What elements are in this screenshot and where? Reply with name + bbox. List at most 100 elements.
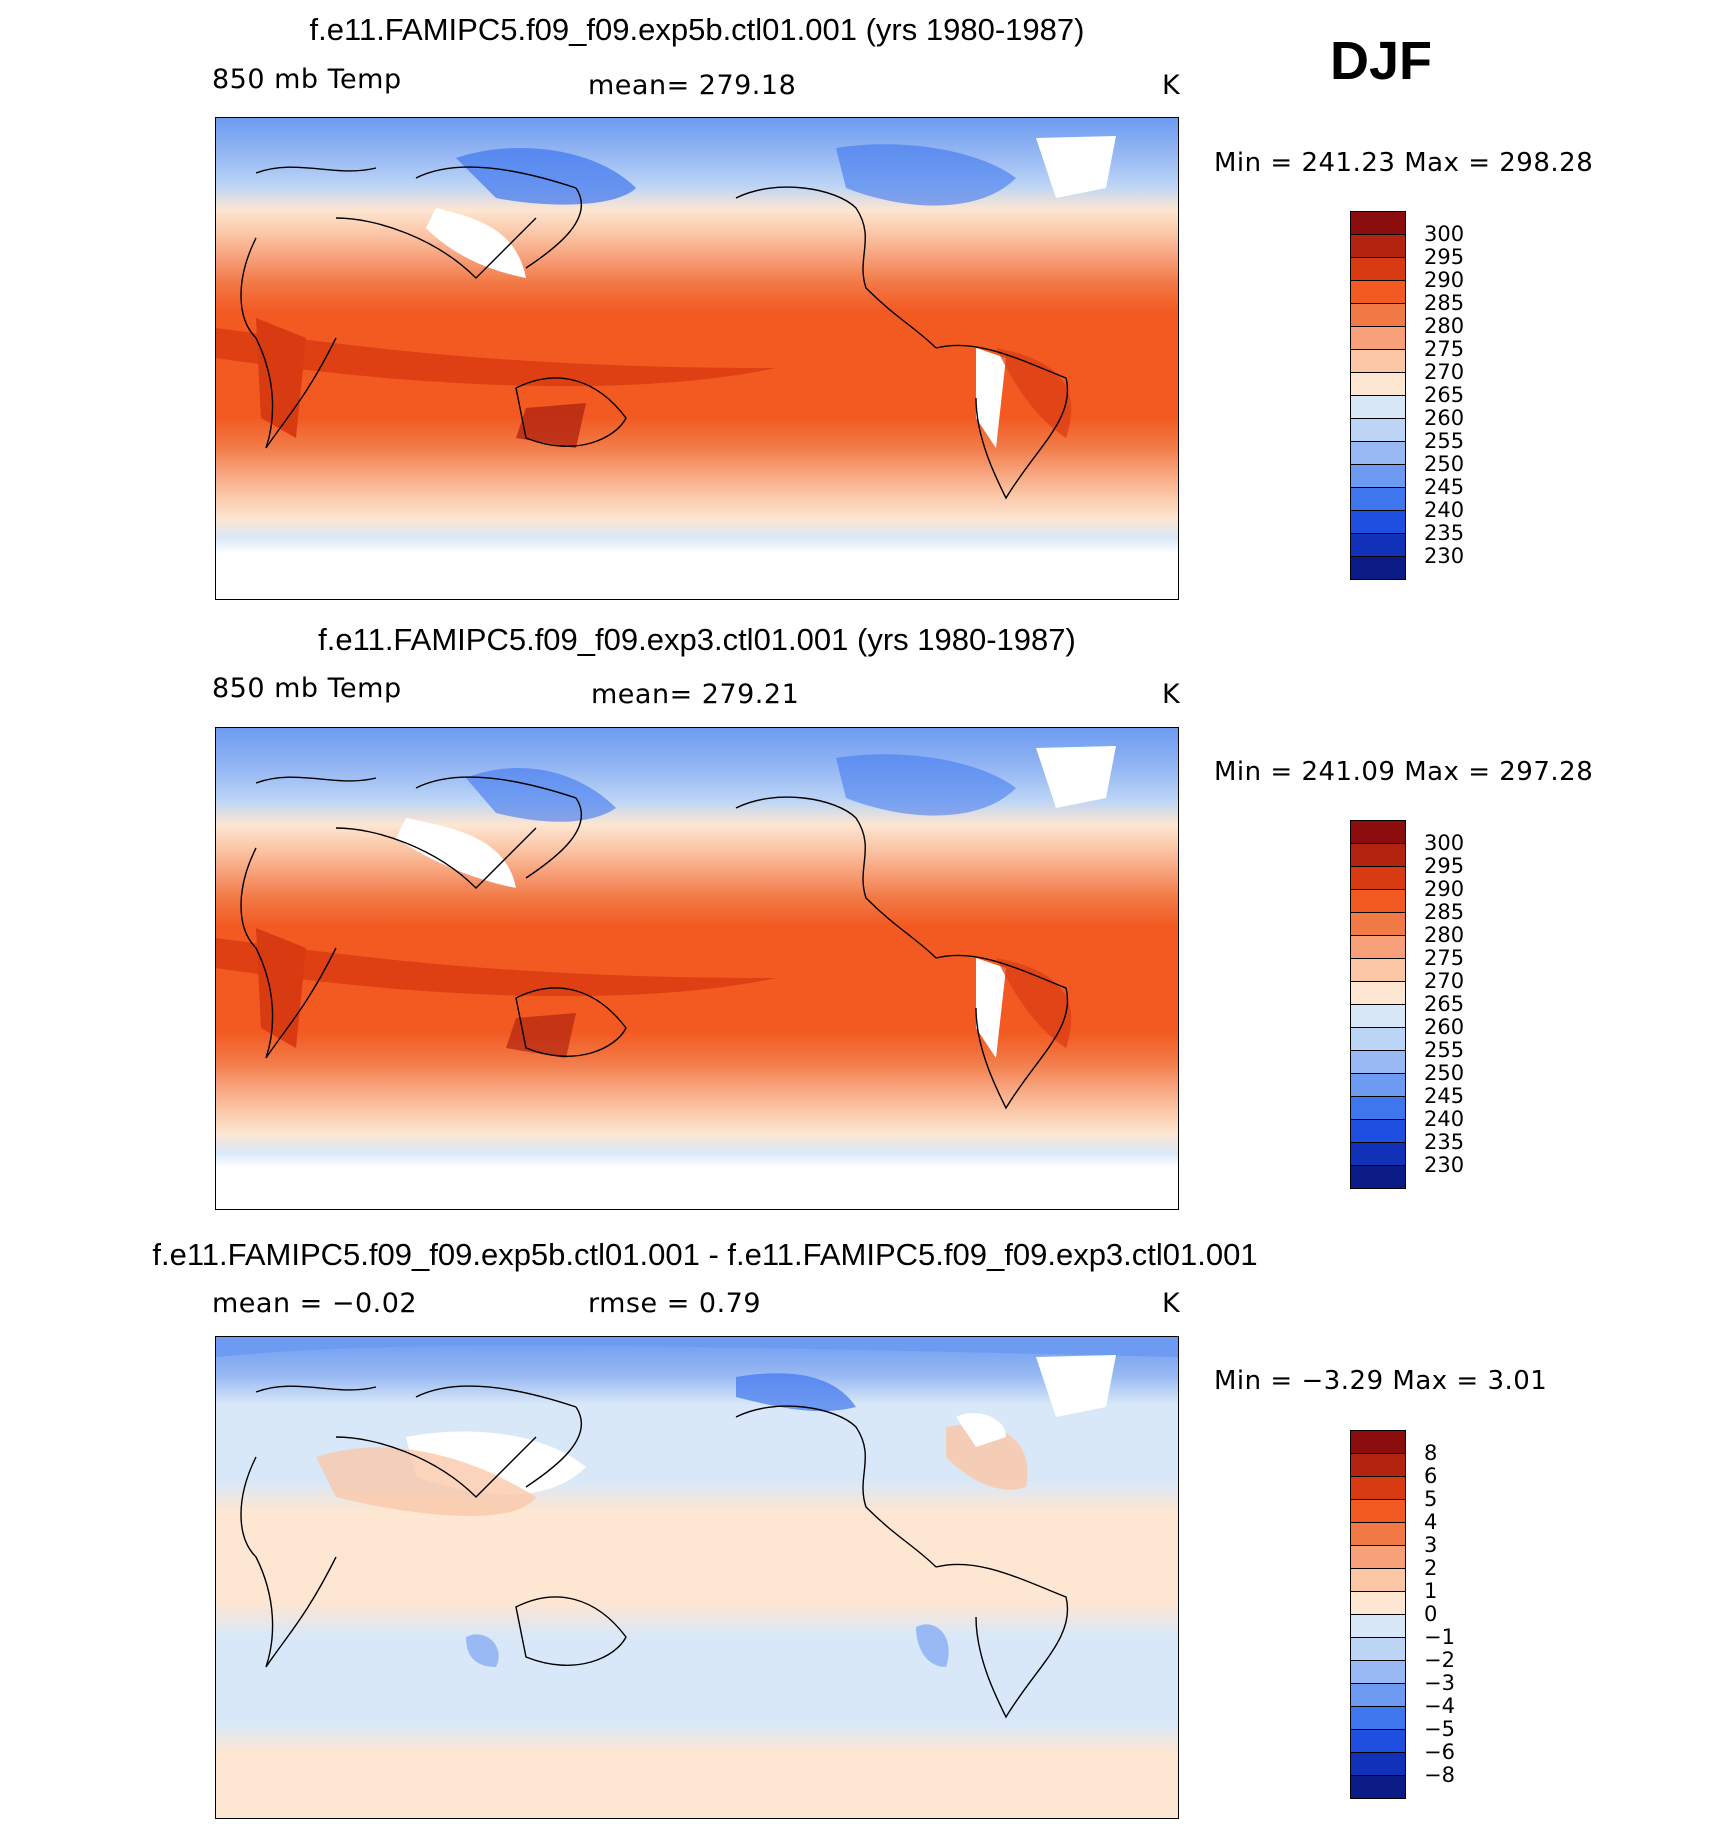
variable-label: 850 mb Temp [212, 673, 402, 704]
colorbar-segment [1350, 234, 1406, 258]
colorbar-segment [1350, 1004, 1406, 1028]
mean-label: mean = −0.02 [212, 1288, 418, 1319]
colorbar-tick: 2 [1424, 1556, 1438, 1580]
colorbar-tick: 295 [1424, 854, 1465, 878]
colorbar-segment [1350, 395, 1406, 419]
colorbar-segment [1350, 1476, 1406, 1500]
colorbar-segment [1350, 326, 1406, 350]
colorbar-tick: 230 [1424, 544, 1465, 568]
colorbar-tick: 6 [1424, 1464, 1438, 1488]
colorbar-segment [1350, 372, 1406, 396]
colorbar-segment [1350, 1430, 1406, 1454]
colorbar-tick: 300 [1424, 831, 1465, 855]
colorbar-tick: 235 [1424, 1130, 1465, 1154]
mean-label: mean= 279.18 [588, 70, 797, 101]
colorbar-segment [1350, 349, 1406, 373]
colorbar-segment [1350, 1499, 1406, 1523]
colorbar-tick: 275 [1424, 946, 1465, 970]
colorbar-segment [1350, 1637, 1406, 1661]
colorbar-tick: 300 [1424, 222, 1465, 246]
colorbar-tick: 245 [1424, 475, 1465, 499]
colorbar-segment [1350, 1729, 1406, 1753]
temperature-map [215, 727, 1179, 1210]
colorbar-tick: 265 [1424, 383, 1465, 407]
min-max-label: Min = −3.29 Max = 3.01 [1214, 1366, 1548, 1396]
units-label: K [1162, 1288, 1181, 1319]
colorbar-tick: 245 [1424, 1084, 1465, 1108]
colorbar-segment [1350, 1096, 1406, 1120]
colorbar-segment [1350, 1050, 1406, 1074]
colorbar-tick: −1 [1424, 1625, 1455, 1649]
colorbar-segment [1350, 441, 1406, 465]
colorbar-tick: 260 [1424, 1015, 1465, 1039]
colorbar-segment [1350, 280, 1406, 304]
colorbar-segment [1350, 1775, 1406, 1799]
colorbar-tick: 280 [1424, 314, 1465, 338]
colorbar-segment [1350, 1073, 1406, 1097]
colorbar-tick: 5 [1424, 1487, 1438, 1511]
colorbar-tick: 250 [1424, 452, 1465, 476]
colorbar-tick: 270 [1424, 360, 1465, 384]
min-max-label: Min = 241.09 Max = 297.28 [1214, 757, 1594, 787]
colorbar-segment [1350, 889, 1406, 913]
colorbar-tick: −5 [1424, 1717, 1455, 1741]
colorbar-tick: 255 [1424, 1038, 1465, 1062]
colorbar-tick: 4 [1424, 1510, 1438, 1534]
colorbar-tick: 0 [1424, 1602, 1438, 1626]
colorbar-tick: −4 [1424, 1694, 1455, 1718]
colorbar-segment [1350, 257, 1406, 281]
colorbar-segment [1350, 1142, 1406, 1166]
difference-map [215, 1336, 1179, 1819]
colorbar-segment [1350, 303, 1406, 327]
colorbar-tick: −8 [1424, 1763, 1455, 1787]
temperature-map [215, 117, 1179, 600]
colorbar-tick: −3 [1424, 1671, 1455, 1695]
mean-label: mean= 279.21 [591, 679, 800, 710]
colorbar-tick: 275 [1424, 337, 1465, 361]
colorbar-segment [1350, 418, 1406, 442]
colorbar-segment [1350, 487, 1406, 511]
colorbar-tick: −6 [1424, 1740, 1455, 1764]
season-label: DJF [1330, 31, 1433, 91]
colorbar-tick: 260 [1424, 406, 1465, 430]
colorbar-segment [1350, 1568, 1406, 1592]
colorbar-tick: 240 [1424, 498, 1465, 522]
colorbar-segment [1350, 981, 1406, 1005]
colorbar-tick: 240 [1424, 1107, 1465, 1131]
colorbar-tick: 265 [1424, 992, 1465, 1016]
colorbar-segment [1350, 1453, 1406, 1477]
variable-label: 850 mb Temp [212, 64, 402, 95]
colorbar-tick: 230 [1424, 1153, 1465, 1177]
colorbar-tick: 280 [1424, 923, 1465, 947]
rmse-label: rmse = 0.79 [588, 1288, 762, 1319]
colorbar-tick: 235 [1424, 521, 1465, 545]
units-label: K [1162, 679, 1181, 710]
units-label: K [1162, 70, 1181, 101]
colorbar-tick: 295 [1424, 245, 1465, 269]
colorbar-tick: 290 [1424, 268, 1465, 292]
colorbar-segment [1350, 1545, 1406, 1569]
colorbar-tick: −2 [1424, 1648, 1455, 1672]
colorbar-segment [1350, 820, 1406, 844]
colorbar-tick: 255 [1424, 429, 1465, 453]
colorbar-segment [1350, 1614, 1406, 1638]
colorbar-tick: 270 [1424, 969, 1465, 993]
colorbar-segment [1350, 912, 1406, 936]
colorbar-segment [1350, 1683, 1406, 1707]
colorbar-segment [1350, 1119, 1406, 1143]
colorbar-segment [1350, 935, 1406, 959]
colorbar-segment [1350, 556, 1406, 580]
colorbar-segment [1350, 843, 1406, 867]
colorbar-segment [1350, 1165, 1406, 1189]
colorbar-segment [1350, 211, 1406, 235]
colorbar-segment [1350, 1752, 1406, 1776]
colorbar-segment [1350, 533, 1406, 557]
panel-title: f.e11.FAMIPC5.f09_f09.exp3.ctl01.001 (yr… [318, 622, 1076, 657]
panel-title: f.e11.FAMIPC5.f09_f09.exp5b.ctl01.001 - … [152, 1237, 1258, 1272]
colorbar-segment [1350, 510, 1406, 534]
colorbar-tick: 285 [1424, 291, 1465, 315]
colorbar-segment [1350, 1027, 1406, 1051]
colorbar-tick: 1 [1424, 1579, 1438, 1603]
colorbar-segment [1350, 1706, 1406, 1730]
colorbar-segment [1350, 866, 1406, 890]
